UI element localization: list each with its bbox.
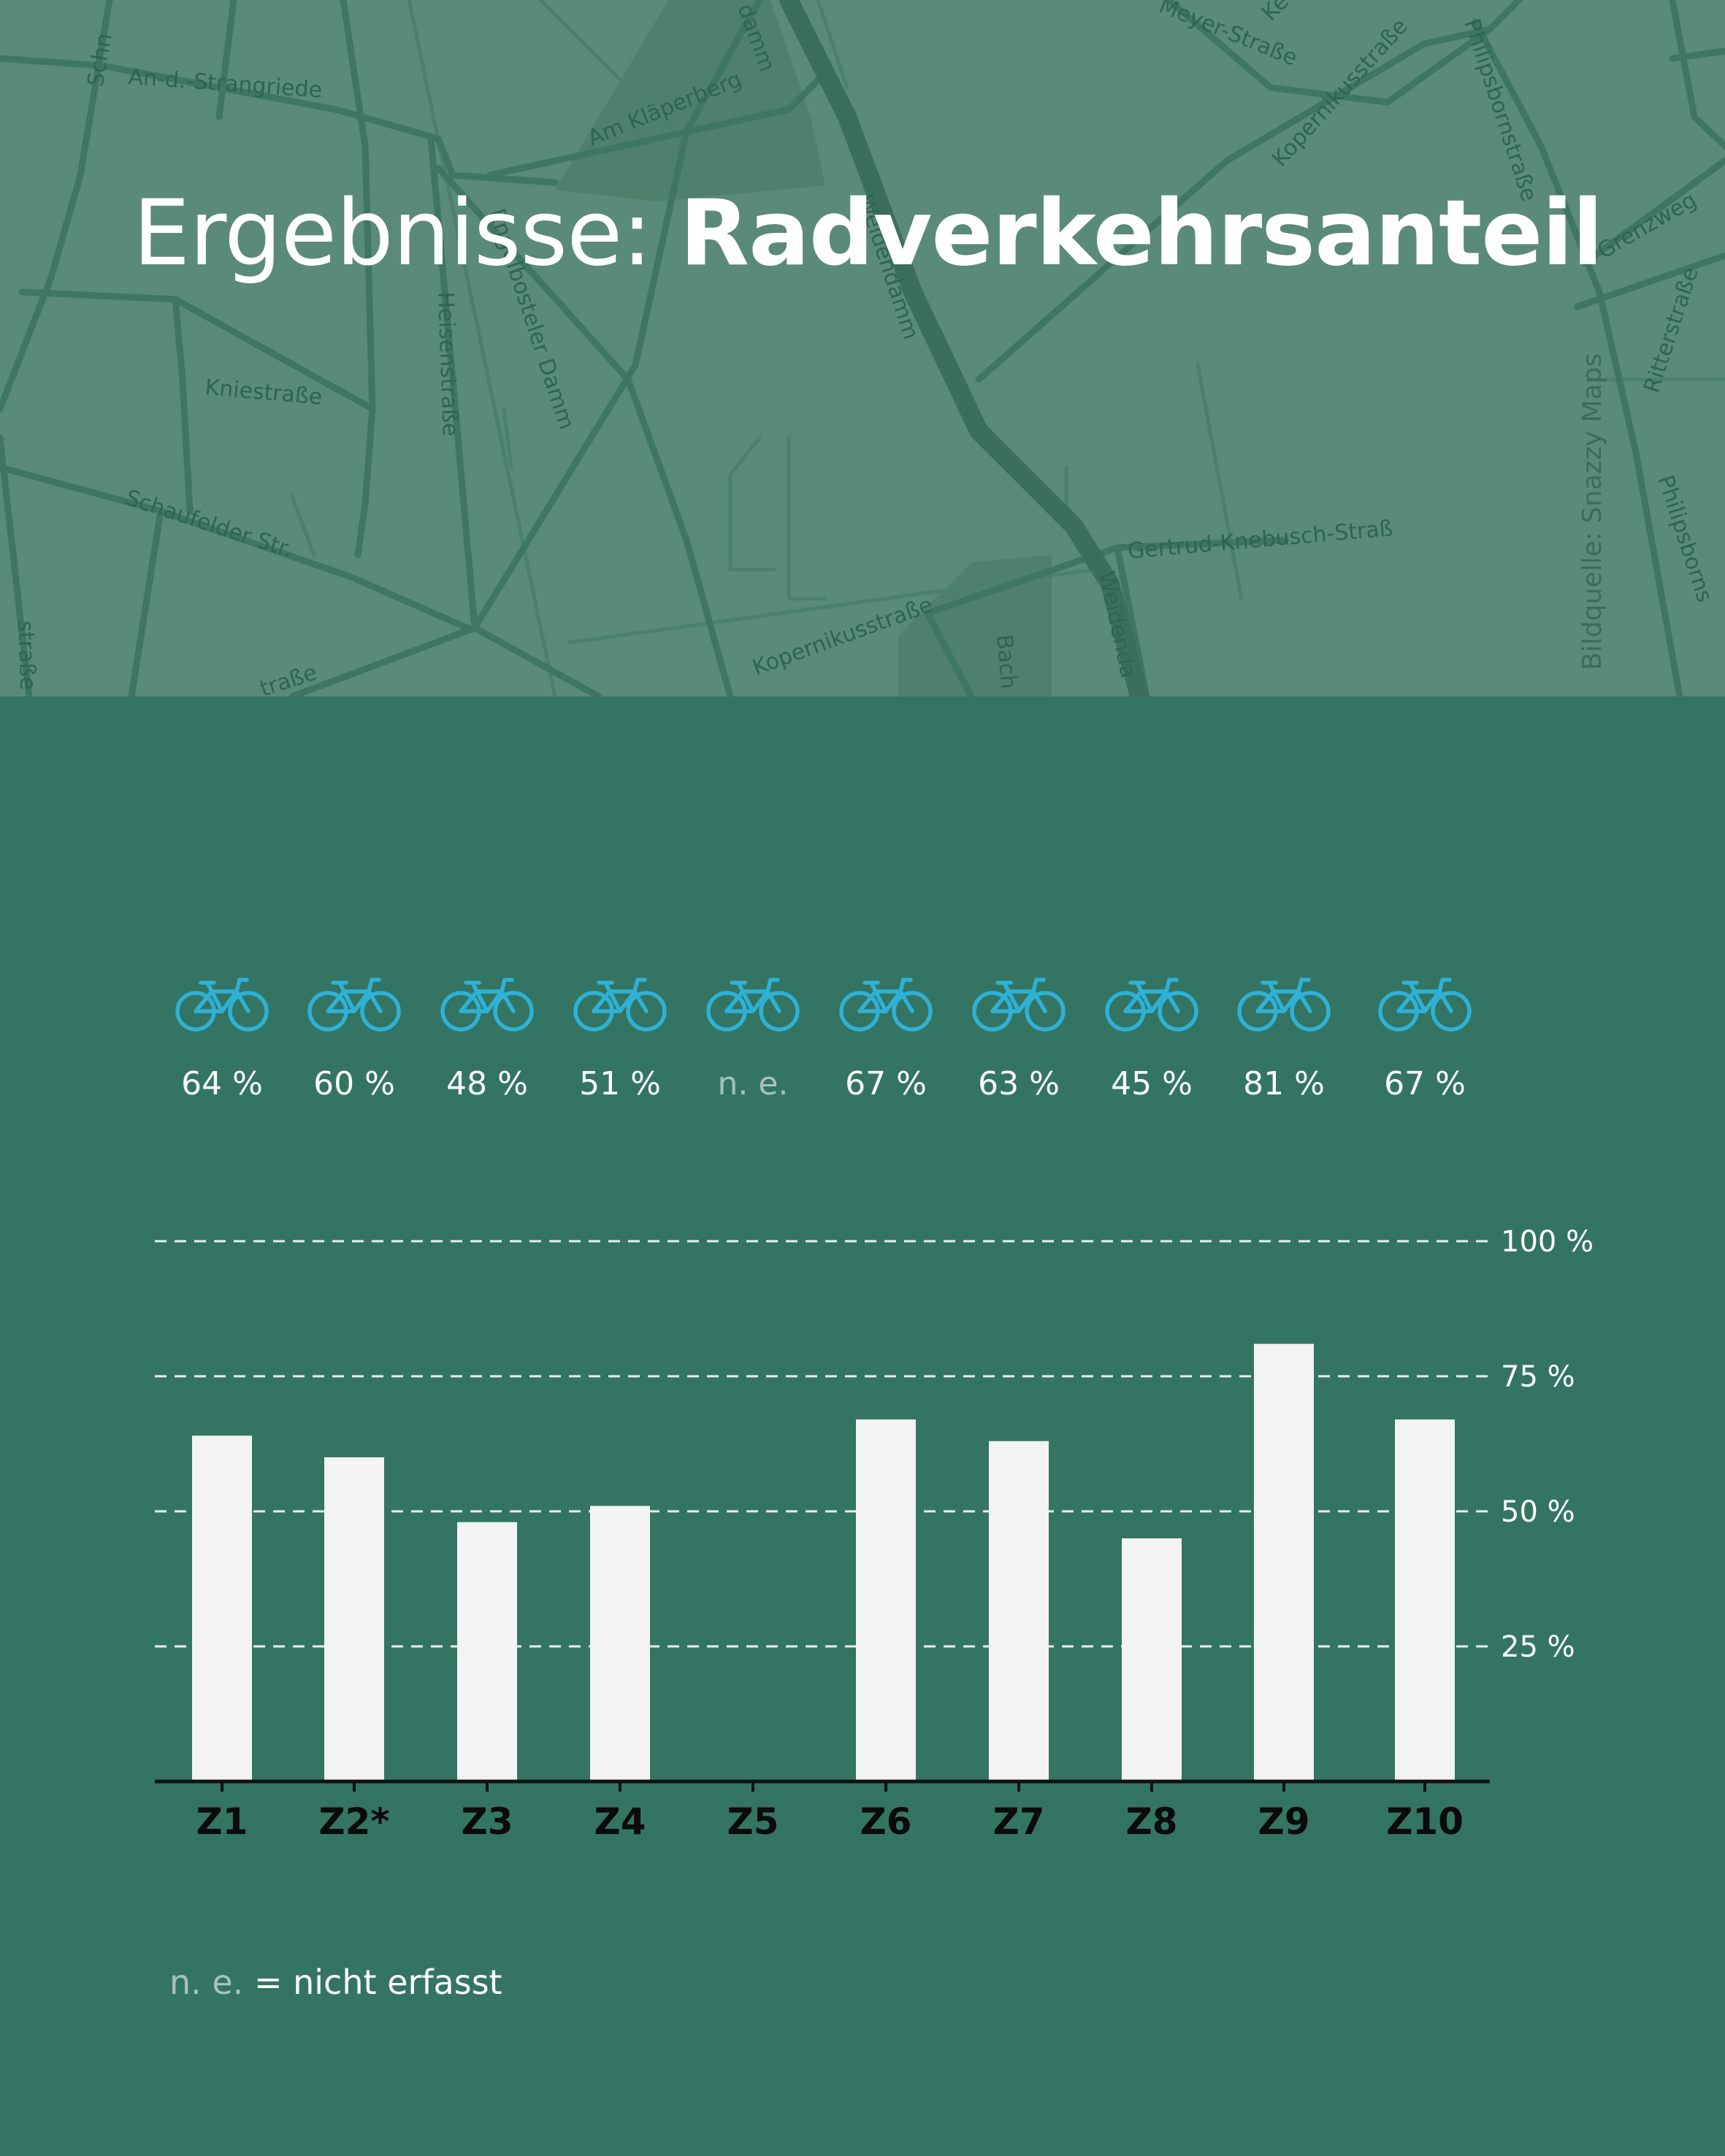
- value-label: 64 %: [181, 1065, 263, 1102]
- footnote-definition: = nicht erfasst: [243, 1963, 502, 2002]
- bar: [457, 1522, 517, 1781]
- bicycle-icon: [706, 978, 800, 1032]
- y-tick-label: 100 %: [1501, 1225, 1594, 1259]
- bar: [1122, 1538, 1182, 1781]
- category-label: Z7: [992, 1800, 1044, 1843]
- category-label: Z10: [1386, 1800, 1464, 1843]
- bar: [324, 1457, 384, 1781]
- category-label: Z6: [860, 1800, 911, 1843]
- category-label: Z2*: [318, 1800, 389, 1843]
- bar: [989, 1440, 1049, 1781]
- footnote: n. e. = nicht erfasst: [169, 1963, 502, 2002]
- value-labels: 64 % 60 % 48 % 51 % n. e. 67 % 63 % 45 % 81 % 67 …: [181, 1065, 1466, 1102]
- category-label: Z4: [594, 1800, 646, 1843]
- value-label: 48 %: [446, 1065, 528, 1102]
- bicycle-icon: [1378, 978, 1472, 1032]
- x-axis: Z1 Z2* Z3 Z4 Z5 Z6 Z7 Z8 Z9 Z10: [155, 1779, 1490, 1843]
- category-label: Z9: [1258, 1800, 1309, 1843]
- street-map-background: Schn An-d.-Strangriede Am Kläperberg dam…: [0, 0, 1725, 697]
- category-label: Z8: [1125, 1800, 1177, 1843]
- y-tick-label: 25 %: [1501, 1630, 1575, 1664]
- y-tick-label: 75 %: [1501, 1360, 1575, 1394]
- bar: [856, 1419, 916, 1781]
- svg-text:Bach: Bach: [991, 634, 1021, 690]
- category-label: Z1: [196, 1800, 248, 1843]
- bicycle-icon: [1237, 978, 1331, 1032]
- bicycle-icon: [972, 978, 1066, 1032]
- bar: [192, 1435, 252, 1781]
- bicycle-icon: [440, 978, 534, 1032]
- bicycle-icon: [175, 978, 269, 1032]
- value-label: n. e.: [718, 1065, 789, 1102]
- title-regular: Ergebnisse:: [133, 181, 680, 286]
- value-label: 60 %: [313, 1065, 395, 1102]
- value-label: 51 %: [579, 1065, 661, 1102]
- title-bold: Radverkehrsanteil: [679, 181, 1604, 286]
- value-label: 67 %: [1384, 1065, 1466, 1102]
- category-label: Z3: [461, 1800, 513, 1843]
- value-label: 67 %: [845, 1065, 927, 1102]
- y-tick-label: 50 %: [1501, 1495, 1575, 1529]
- value-label: 63 %: [978, 1065, 1060, 1102]
- bicycle-icons: [175, 978, 1472, 1032]
- footnote-abbr: n. e.: [169, 1963, 244, 2002]
- bicycle-icon: [1105, 978, 1198, 1032]
- value-label: 45 %: [1111, 1065, 1193, 1102]
- svg-text:Heisenstraße: Heisenstraße: [432, 291, 463, 437]
- category-label: Z5: [727, 1800, 779, 1843]
- map-header: Schn An-d.-Strangriede Am Kläperberg dam…: [0, 0, 1725, 697]
- value-label: 81 %: [1243, 1065, 1325, 1102]
- bicycle-icon: [573, 978, 667, 1032]
- bar: [1254, 1343, 1314, 1781]
- page-title: Ergebnisse: Radverkehrsanteil: [133, 188, 1603, 279]
- bars: [192, 1343, 1455, 1781]
- bicycle-icon: [839, 978, 933, 1032]
- bar: [1395, 1419, 1455, 1781]
- svg-text:straße: straße: [12, 620, 40, 691]
- bicycle-icon: [307, 978, 401, 1032]
- bar: [590, 1505, 650, 1781]
